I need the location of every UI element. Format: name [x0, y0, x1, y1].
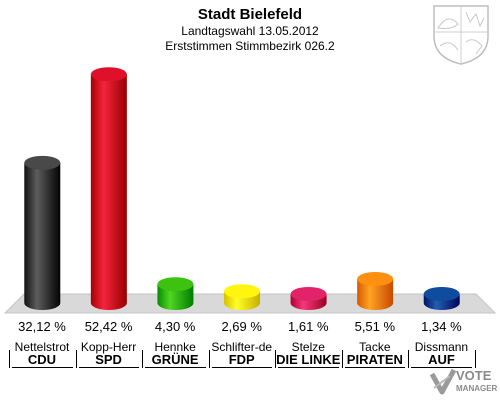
party-underline: [211, 367, 273, 368]
logo-text-manager: MANAGER: [456, 384, 498, 393]
bar-piraten: [357, 271, 394, 311]
party-label: GRÜNE: [151, 352, 199, 367]
party-label: PIRATEN: [346, 352, 403, 367]
value-label: 1,61 %: [288, 319, 329, 334]
candidate-label: Dissmann: [414, 340, 469, 354]
bar-die-linke: [290, 287, 327, 311]
party-underline: [278, 367, 339, 368]
party-underline: [78, 367, 140, 368]
candidate-label: Hennke: [154, 340, 196, 354]
value-label: 1,34 %: [421, 319, 462, 334]
bar-grüne: [157, 277, 194, 311]
axis-tick: [475, 350, 476, 368]
axis-tick: [408, 350, 410, 368]
candidate-label: Nettelstrot: [14, 340, 70, 354]
bar-auf: [423, 287, 460, 311]
axis-tick: [275, 350, 277, 368]
party-underline: [411, 367, 472, 368]
value-label: 2,69 %: [221, 319, 262, 334]
bar-cdu: [24, 155, 61, 310]
value-label: 5,51 %: [354, 319, 396, 334]
coat-of-arms-icon: [433, 5, 489, 65]
party-label: CDU: [27, 352, 57, 367]
candidate-label: Kopp-Herr: [80, 340, 137, 354]
district-label: Erststimmen Stimmbezirk 026.2: [165, 39, 335, 53]
axis-tick: [75, 350, 77, 368]
party-underline: [145, 367, 206, 368]
logo-text-vote: VOTE: [456, 368, 492, 383]
axis-tick: [208, 350, 210, 368]
party-label: DIE LINKE: [276, 352, 341, 367]
value-label: 52,42 %: [84, 319, 133, 334]
axis-tick: [142, 350, 144, 368]
candidate-label: Tacke: [359, 340, 391, 354]
candidate-label: Stelze: [291, 340, 325, 354]
party-underline: [12, 367, 73, 368]
value-label: 32,12 %: [18, 319, 66, 334]
chart-subtitle: Landtagswahl 13.05.2012: [181, 24, 319, 38]
party-label: AUF: [428, 352, 455, 367]
bar-fdp: [224, 284, 260, 310]
axis-tick: [9, 350, 10, 368]
party-label: FDP: [228, 352, 255, 367]
party-underline: [344, 367, 406, 368]
party-label: SPD: [95, 352, 122, 367]
value-label: 4,30 %: [154, 319, 196, 334]
candidate-label: Schlifter-de: [211, 340, 273, 354]
axis-tick: [341, 350, 343, 368]
vote-manager-logo-icon: [429, 368, 457, 395]
chart-title: Stadt Bielefeld: [197, 6, 303, 23]
bar-spd: [90, 67, 127, 311]
